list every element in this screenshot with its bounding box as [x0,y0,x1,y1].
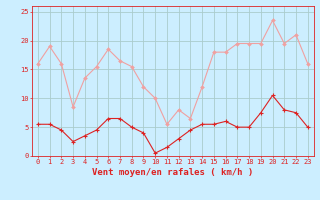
X-axis label: Vent moyen/en rafales ( km/h ): Vent moyen/en rafales ( km/h ) [92,168,253,177]
